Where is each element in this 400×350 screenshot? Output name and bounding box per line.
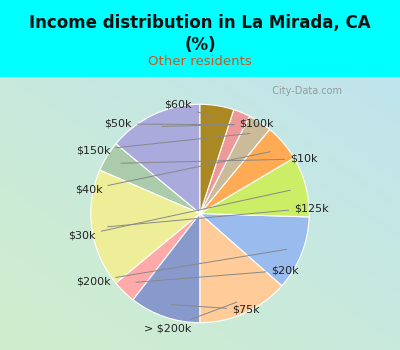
Wedge shape (91, 170, 200, 283)
Text: $60k: $60k (164, 99, 212, 118)
Text: $75k: $75k (172, 304, 260, 315)
Wedge shape (200, 130, 294, 214)
Wedge shape (100, 144, 200, 214)
Text: $30k: $30k (68, 190, 290, 240)
Text: $100k: $100k (162, 119, 274, 129)
Wedge shape (200, 104, 234, 214)
Text: $150k: $150k (76, 133, 250, 155)
Text: $200k: $200k (76, 249, 287, 286)
Wedge shape (200, 214, 309, 286)
Wedge shape (200, 116, 270, 214)
Wedge shape (200, 110, 250, 214)
Wedge shape (200, 158, 309, 217)
Text: $50k: $50k (104, 119, 234, 129)
Text: $125k: $125k (108, 203, 329, 227)
Wedge shape (116, 104, 200, 214)
Text: $10k: $10k (121, 154, 318, 164)
Wedge shape (133, 214, 200, 323)
Wedge shape (200, 214, 282, 323)
Text: City-Data.com: City-Data.com (266, 86, 342, 96)
Text: $20k: $20k (136, 265, 299, 282)
Text: Other residents: Other residents (148, 55, 252, 68)
Wedge shape (116, 214, 200, 300)
Text: Income distribution in La Mirada, CA
(%): Income distribution in La Mirada, CA (%) (29, 14, 371, 54)
Text: $40k: $40k (75, 152, 270, 195)
Text: > $200k: > $200k (144, 302, 237, 333)
